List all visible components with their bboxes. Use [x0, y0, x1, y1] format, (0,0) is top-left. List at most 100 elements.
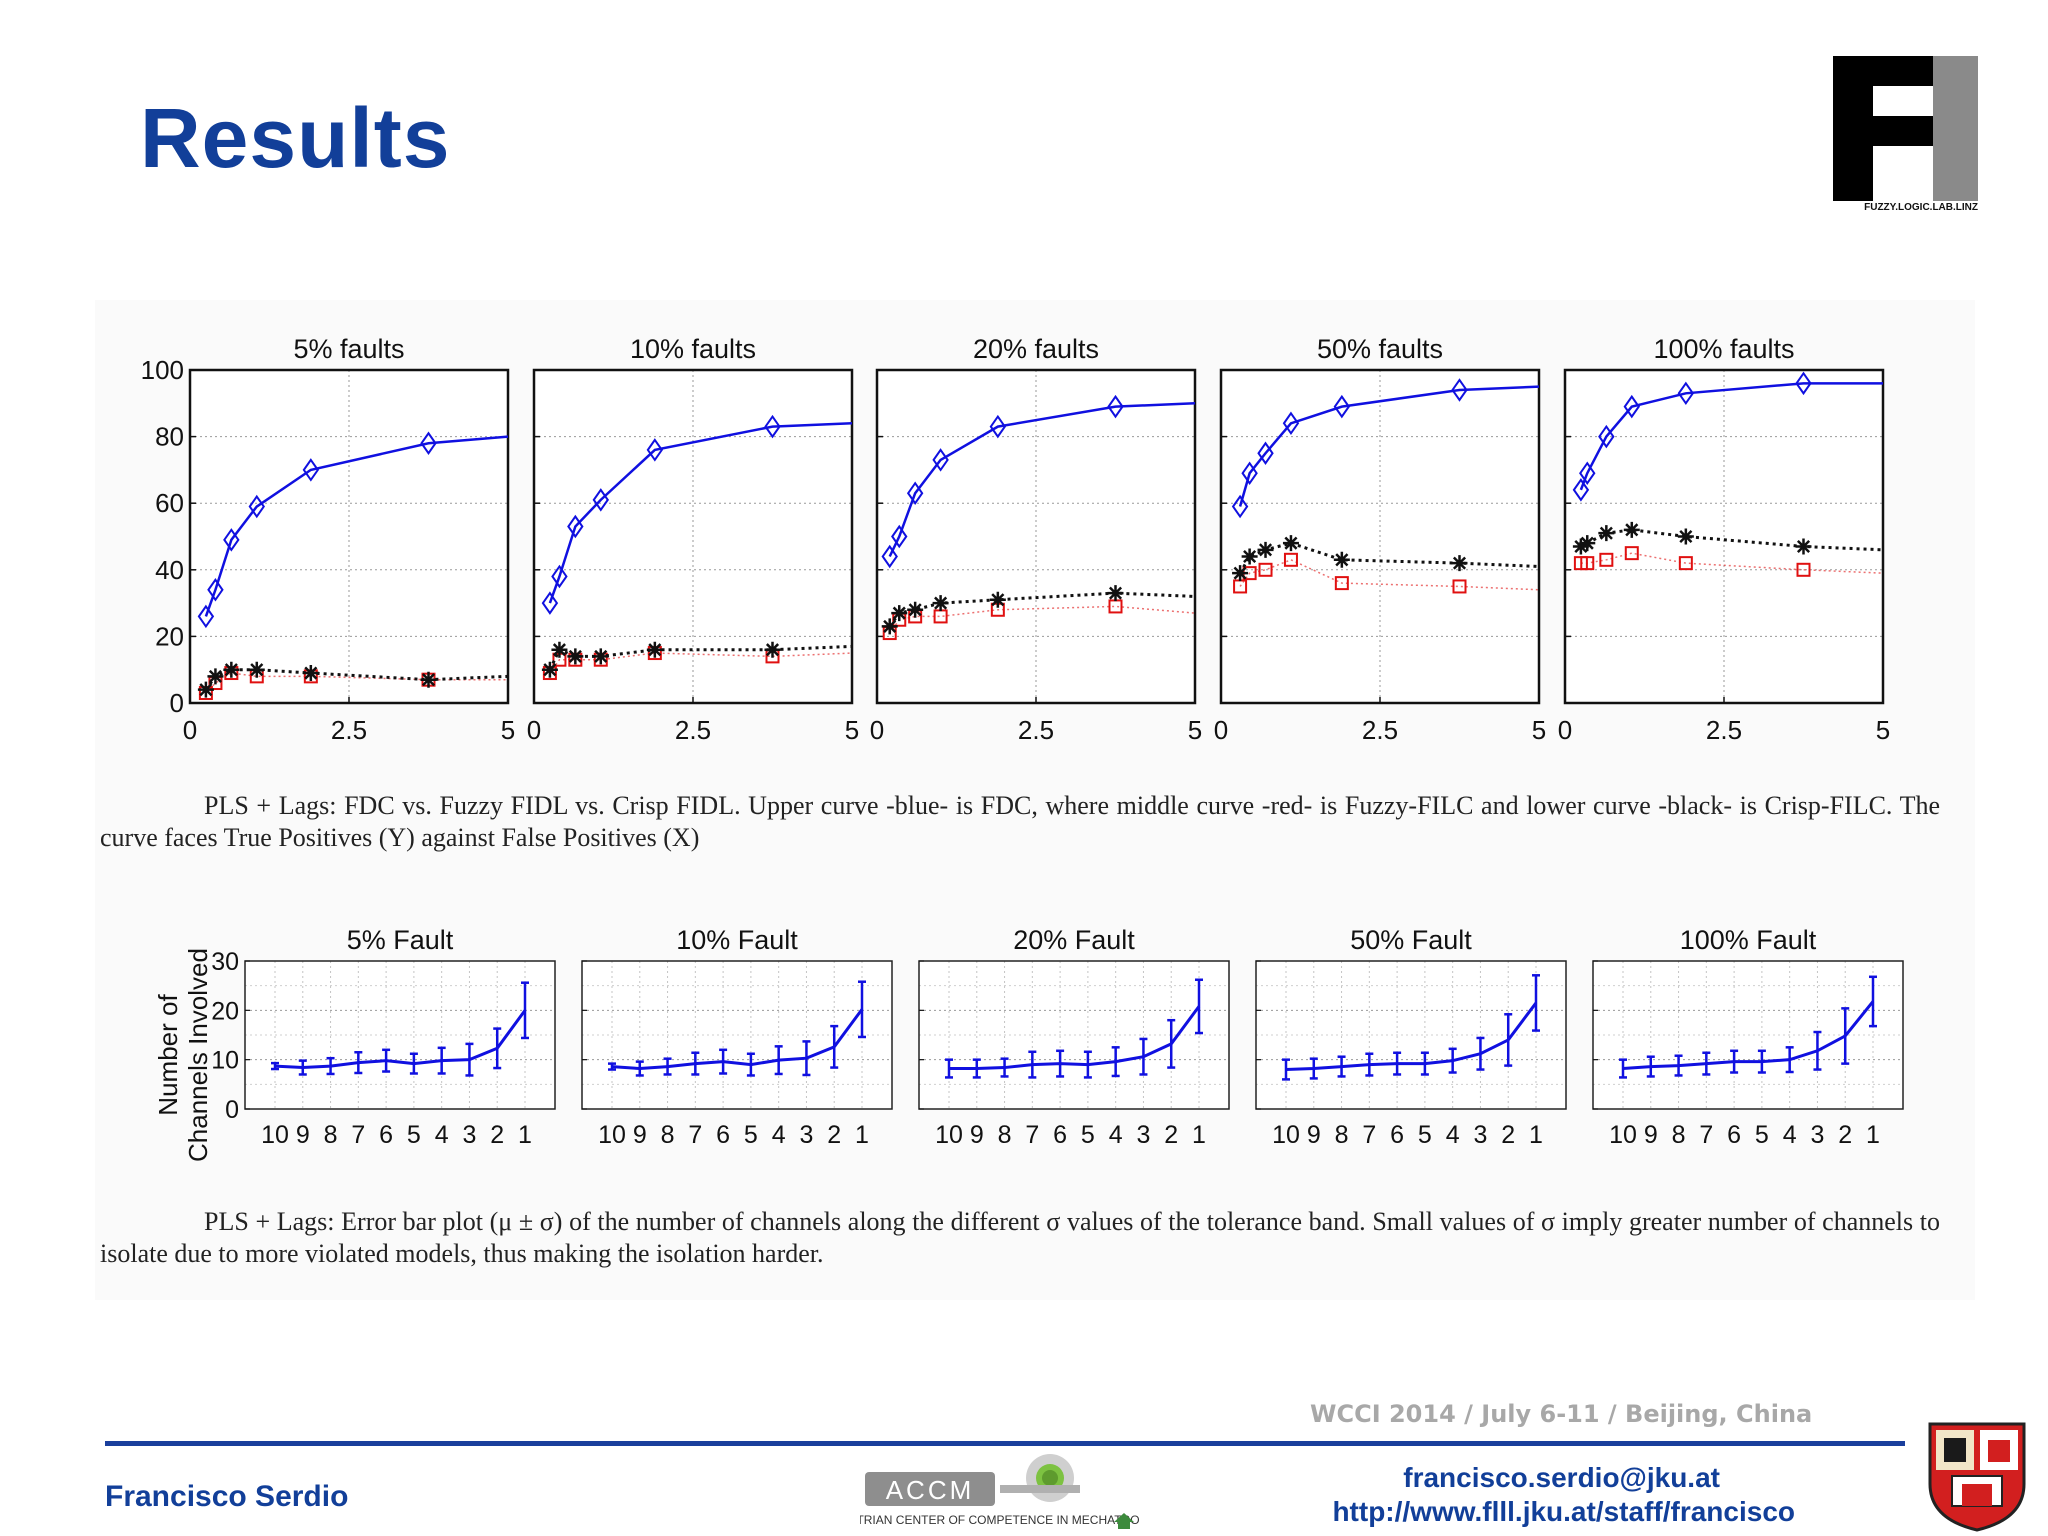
caption-errorbar: PLS + Lags: Error bar plot (μ ± σ) of th… — [100, 1206, 1940, 1270]
square-marker — [1283, 552, 1298, 567]
series-line-fdc — [548, 422, 853, 604]
accm-subtitle: AUSTRIAN CENTER OF COMPETENCE IN MECHATR… — [860, 1513, 1140, 1527]
caption-roc-text: PLS + Lags: FDC vs. Fuzzy FIDL vs. Crisp… — [100, 791, 1940, 852]
diamond-marker — [932, 448, 949, 472]
roc-chart-4: 0 2.5 5 50% faults — [1214, 334, 1546, 745]
diamond-marker — [881, 544, 898, 569]
x-tick-label: 10 — [598, 1121, 626, 1149]
star-marker — [1795, 538, 1812, 555]
x-tick-label: 5 — [1418, 1121, 1432, 1149]
x-tick-label: 6 — [379, 1121, 393, 1149]
errorbar-chart-2: 10 9 8 7 6 5 4 3 2 1 10% Fault — [581, 925, 893, 1149]
diamond-marker — [1677, 381, 1695, 406]
mean-line — [949, 1005, 1201, 1071]
star-marker — [1623, 521, 1640, 538]
caption-errorbar-text: PLS + Lags: Error bar plot (μ ± σ) of th… — [100, 1207, 1940, 1268]
home-icon[interactable] — [1114, 1513, 1134, 1529]
star-marker — [551, 641, 568, 658]
x-tick-label: 0 — [183, 715, 197, 745]
y-tick-label: 30 — [211, 948, 239, 976]
diamond-marker — [646, 438, 664, 462]
x-tick-label: 8 — [1335, 1121, 1349, 1149]
star-marker — [1107, 585, 1124, 602]
y-axis-label: Number of — [153, 994, 183, 1116]
diamond-marker — [891, 524, 908, 549]
square-marker — [1796, 562, 1811, 577]
x-tick-label: 8 — [661, 1121, 675, 1149]
x-tick-label: 2 — [827, 1121, 841, 1149]
contact-email[interactable]: francisco.serdio@jku.at — [1403, 1462, 1720, 1493]
x-tick-label: 3 — [1810, 1121, 1824, 1149]
errorbar-chart-4: 10 9 8 7 6 5 4 3 2 1 50% Fault — [1255, 925, 1567, 1149]
star-marker — [646, 641, 663, 658]
x-tick-label: 3 — [799, 1121, 813, 1149]
x-tick-label: 9 — [296, 1121, 310, 1149]
errorbar-chart-5: 10 9 8 7 6 5 4 3 2 1 100% Fault — [1592, 925, 1904, 1149]
diamond-marker — [1572, 478, 1590, 502]
plot-frame — [918, 960, 1230, 1110]
x-tick-label: 2 — [1164, 1121, 1178, 1149]
chart-title: 100% Fault — [1680, 925, 1817, 955]
y-tick-label: 20 — [211, 997, 239, 1025]
x-tick-label: 1 — [1529, 1121, 1543, 1149]
series-line-fdc — [888, 402, 1196, 558]
x-tick-label: 4 — [772, 1121, 786, 1149]
diamond-marker — [248, 494, 266, 519]
diamond-marker — [906, 481, 924, 505]
footer-rule — [105, 1441, 1905, 1446]
accm-name: ACCM — [886, 1475, 975, 1505]
diamond-marker — [1107, 394, 1124, 419]
star-marker — [302, 665, 319, 682]
x-tick-label: 10 — [935, 1121, 963, 1149]
diamond-marker — [1451, 378, 1468, 402]
x-tick-label: 0 — [870, 715, 884, 745]
accm-logo: ACCM AUSTRIAN CENTER OF COMPETENCE IN ME… — [860, 1454, 1140, 1529]
diamond-marker — [551, 564, 568, 589]
star-marker — [1241, 548, 1258, 565]
x-tick-label: 8 — [1672, 1121, 1686, 1149]
slide-title: Results — [140, 91, 451, 185]
x-tick-label: 1 — [518, 1121, 532, 1149]
plot-frame — [244, 960, 556, 1110]
x-tick-label: 6 — [716, 1121, 730, 1149]
contact-url[interactable]: http://www.flll.jku.at/staff/francisco — [1332, 1496, 1795, 1527]
author-name: Francisco Serdio — [105, 1480, 349, 1513]
star-marker — [1282, 535, 1299, 552]
diamond-marker — [1623, 394, 1641, 419]
x-tick-label: 2.5 — [1018, 715, 1054, 745]
x-tick-label: 9 — [970, 1121, 984, 1149]
star-marker — [1257, 541, 1274, 558]
star-marker — [1677, 528, 1694, 545]
x-tick-label: 0 — [527, 715, 541, 745]
diamond-marker — [1579, 461, 1596, 485]
x-tick-label: 8 — [998, 1121, 1012, 1149]
diamond-marker — [764, 414, 781, 439]
star-marker — [1572, 538, 1589, 555]
star-marker — [1232, 565, 1249, 582]
diamond-marker — [1241, 461, 1258, 485]
roc-chart-3: 0 2.5 5 20% faults — [870, 334, 1202, 745]
chart-title: 50% faults — [1317, 334, 1443, 364]
mean-line — [274, 1009, 527, 1070]
mean-line — [1285, 1002, 1538, 1072]
x-tick-label: 7 — [688, 1121, 702, 1149]
x-tick-label: 2.5 — [1706, 715, 1742, 745]
x-tick-label: 4 — [1446, 1121, 1460, 1149]
plot-frame — [1592, 960, 1904, 1110]
square-marker — [1258, 562, 1273, 577]
series-line-fdc — [204, 435, 509, 617]
x-tick-label: 2.5 — [1362, 715, 1398, 745]
x-tick-label: 0 — [1214, 715, 1228, 745]
roc-chart-5: 0 2.5 5 100% faults — [1558, 334, 1890, 745]
diamond-marker — [1795, 371, 1812, 396]
x-tick-label: 7 — [1362, 1121, 1376, 1149]
x-tick-label: 3 — [1473, 1121, 1487, 1149]
diamond-marker — [989, 414, 1007, 439]
y-tick-label: 80 — [155, 422, 184, 452]
y-tick-label: 0 — [225, 1096, 239, 1124]
x-tick-label: 9 — [633, 1121, 647, 1149]
mean-line — [1622, 1000, 1875, 1071]
star-marker — [248, 661, 265, 678]
x-tick-label: 5 — [407, 1121, 421, 1149]
